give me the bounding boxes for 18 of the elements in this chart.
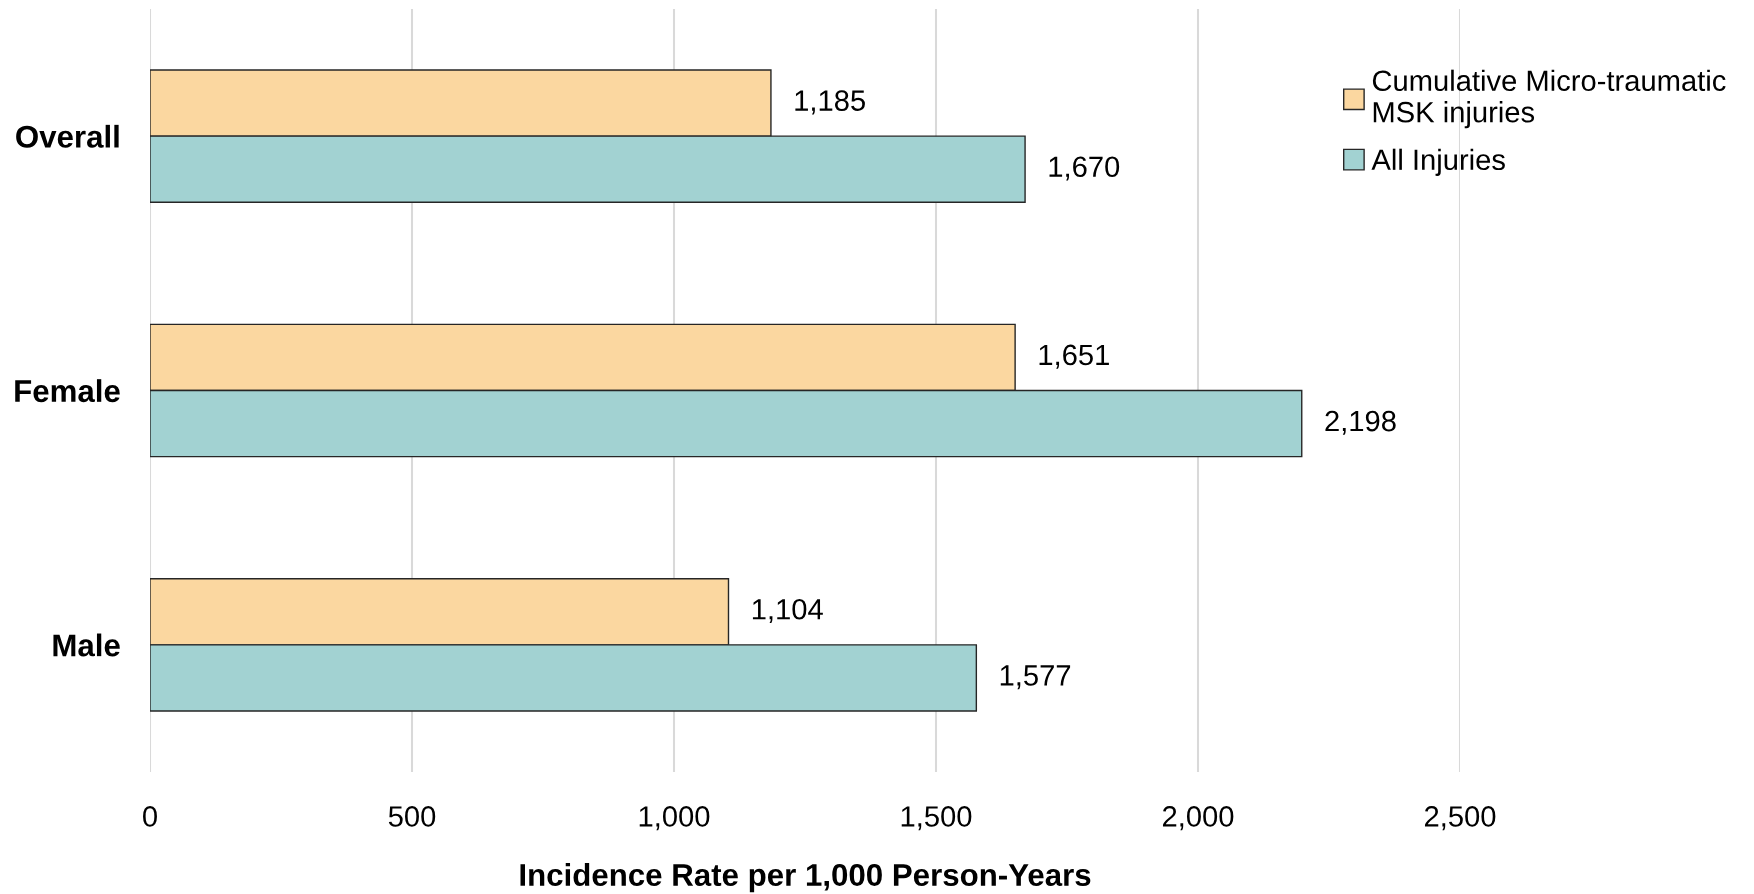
x-tick-label: 500 xyxy=(388,806,436,827)
y-tick-label: Overall xyxy=(16,124,119,148)
x-tick-label: 1,000 xyxy=(639,806,710,831)
data-label: 1,104 xyxy=(752,598,823,624)
legend-label: Cumulative Micro-traumatic MSK injuries xyxy=(1372,69,1726,129)
y-tick-label: Female xyxy=(15,379,120,403)
x-tick-label: 2,000 xyxy=(1162,806,1234,831)
data-label: 1,670 xyxy=(1049,156,1120,181)
x-axis-title: Incidence Rate per 1,000 Person-Years xyxy=(520,863,1091,893)
data-label: 1,577 xyxy=(1000,665,1071,690)
legend-label: All Injuries xyxy=(1371,148,1505,176)
data-label: 1,651 xyxy=(1039,344,1109,369)
x-tick-label: 1,500 xyxy=(901,806,972,831)
data-label: 2,198 xyxy=(1325,410,1396,435)
data-label: 1,185 xyxy=(795,90,865,115)
x-tick-label: 2,500 xyxy=(1424,806,1496,831)
y-tick-label: Male xyxy=(53,633,120,657)
x-tick-label: 0 xyxy=(143,806,157,827)
